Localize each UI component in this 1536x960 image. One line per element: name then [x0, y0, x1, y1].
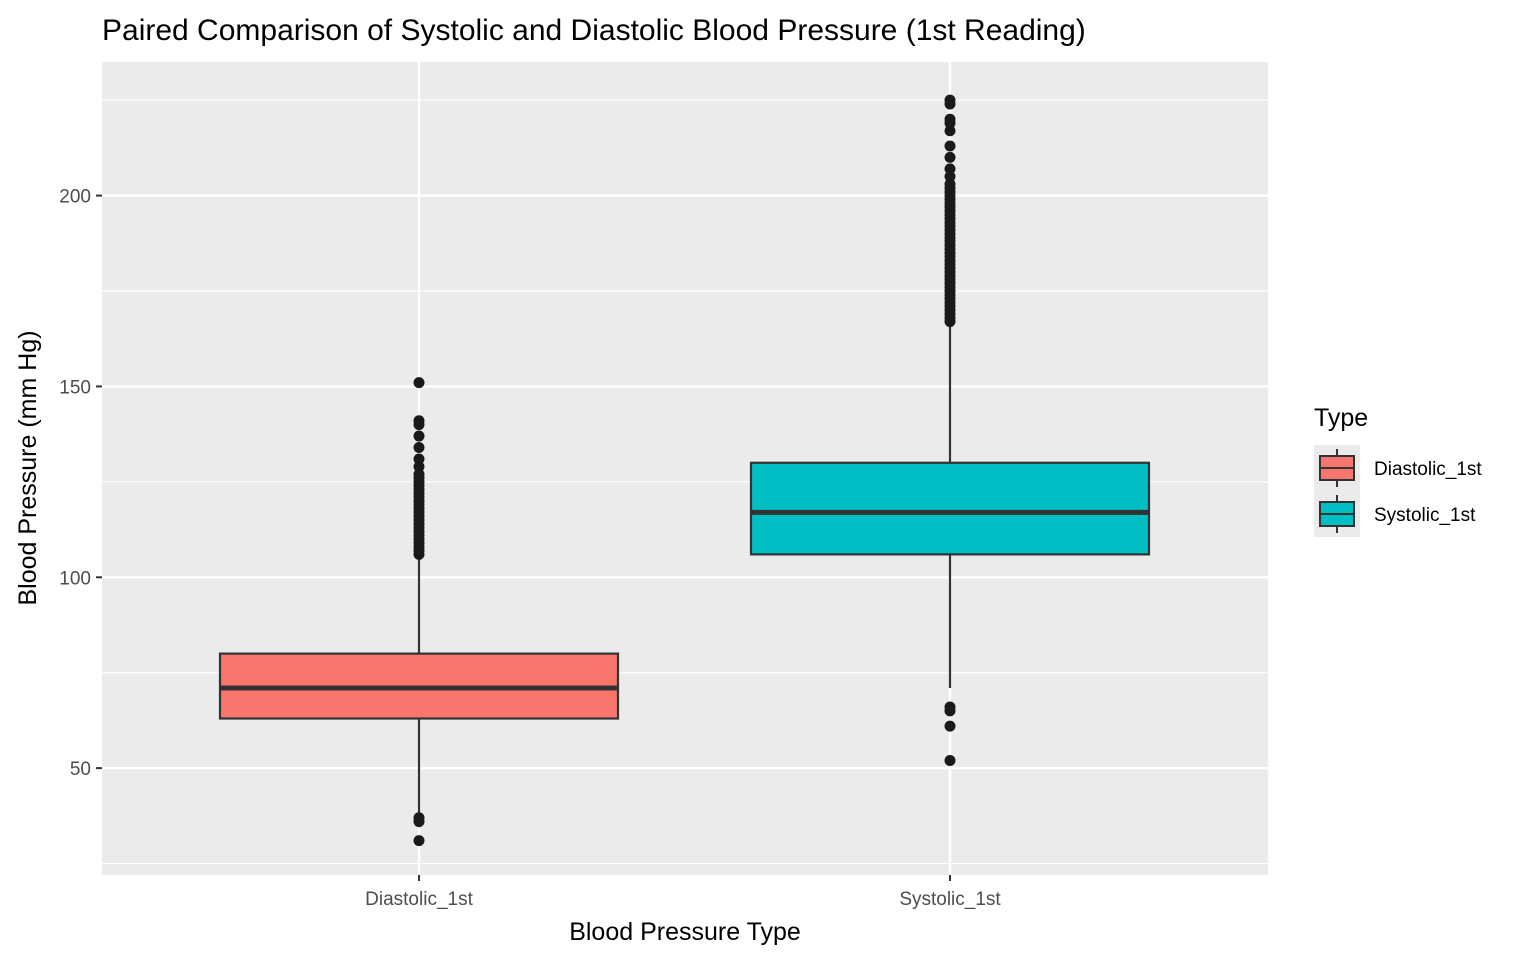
outlier-point	[413, 377, 425, 389]
outlier-point	[413, 812, 425, 824]
y-tick-label: 150	[59, 377, 91, 398]
y-tick-label: 200	[59, 187, 91, 208]
outlier-point	[413, 835, 425, 847]
outlier-point	[944, 754, 956, 766]
outlier-point	[944, 125, 956, 137]
outlier-point	[944, 701, 956, 713]
outlier-point	[413, 453, 425, 465]
legend-label: Systolic_1st	[1374, 505, 1476, 526]
chart-title: Paired Comparison of Systolic and Diasto…	[102, 14, 1086, 47]
legend-key-diastolic-1st	[1314, 445, 1360, 491]
outlier-point	[413, 415, 425, 427]
outlier-point	[944, 171, 956, 183]
box-diastolic-1st	[218, 377, 620, 847]
box-group	[218, 94, 1151, 847]
legend: Type Diastolic_1st Systolic_1st	[1314, 404, 1482, 537]
x-tick-label: Systolic_1st	[899, 889, 1001, 910]
outlier-point	[944, 178, 956, 190]
outlier-point	[413, 442, 425, 454]
outlier-point	[944, 94, 956, 106]
outlier-point	[944, 140, 956, 152]
outlier-point	[944, 720, 956, 732]
box-systolic-1st	[749, 94, 1151, 766]
legend-title: Type	[1314, 404, 1368, 432]
outlier-point	[413, 430, 425, 442]
y-axis: 50 100 150 200	[59, 187, 102, 780]
x-axis: Diastolic_1st Systolic_1st	[365, 875, 1001, 910]
outlier-point	[413, 461, 425, 473]
outlier-point	[944, 163, 956, 175]
legend-label: Diastolic_1st	[1374, 459, 1482, 480]
x-axis-title: Blood Pressure Type	[569, 918, 801, 946]
x-tick-label: Diastolic_1st	[365, 889, 473, 910]
y-axis-title: Blood Pressure (mm Hg)	[14, 330, 42, 605]
outlier-point	[944, 113, 956, 125]
outlier-point	[944, 151, 956, 163]
y-tick-label: 100	[59, 568, 91, 589]
y-tick-label: 50	[70, 759, 91, 780]
outlier-point	[413, 468, 425, 480]
legend-key-systolic-1st	[1314, 491, 1360, 537]
box-iqr	[749, 461, 1151, 556]
